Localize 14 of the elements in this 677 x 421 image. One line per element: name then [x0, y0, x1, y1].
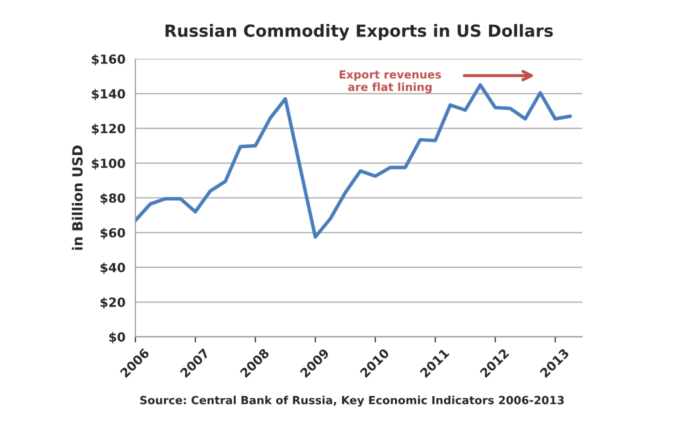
- y-tick-label: $20: [100, 297, 126, 309]
- y-tick-label: $0: [109, 332, 126, 344]
- annotation: Export revenues are flat lining: [340, 70, 441, 94]
- y-tick-label: $80: [100, 193, 126, 204]
- source-note: Source: Central Bank of Russia, Key Economic Indicators 2006-2013: [140, 396, 564, 407]
- line-series: [135, 83, 572, 239]
- chart-title: Russian Commodity Exports in US Dollars: [166, 24, 553, 40]
- y-tick-label: $160: [92, 54, 126, 66]
- y-tick-label: $40: [100, 262, 126, 274]
- y-tick-label: $100: [92, 158, 126, 170]
- y-tick-label: $140: [92, 88, 126, 100]
- y-tick-label: $120: [92, 124, 126, 135]
- y-axis-title: in Billion USD: [72, 146, 83, 250]
- y-tick-label: $60: [100, 228, 126, 240]
